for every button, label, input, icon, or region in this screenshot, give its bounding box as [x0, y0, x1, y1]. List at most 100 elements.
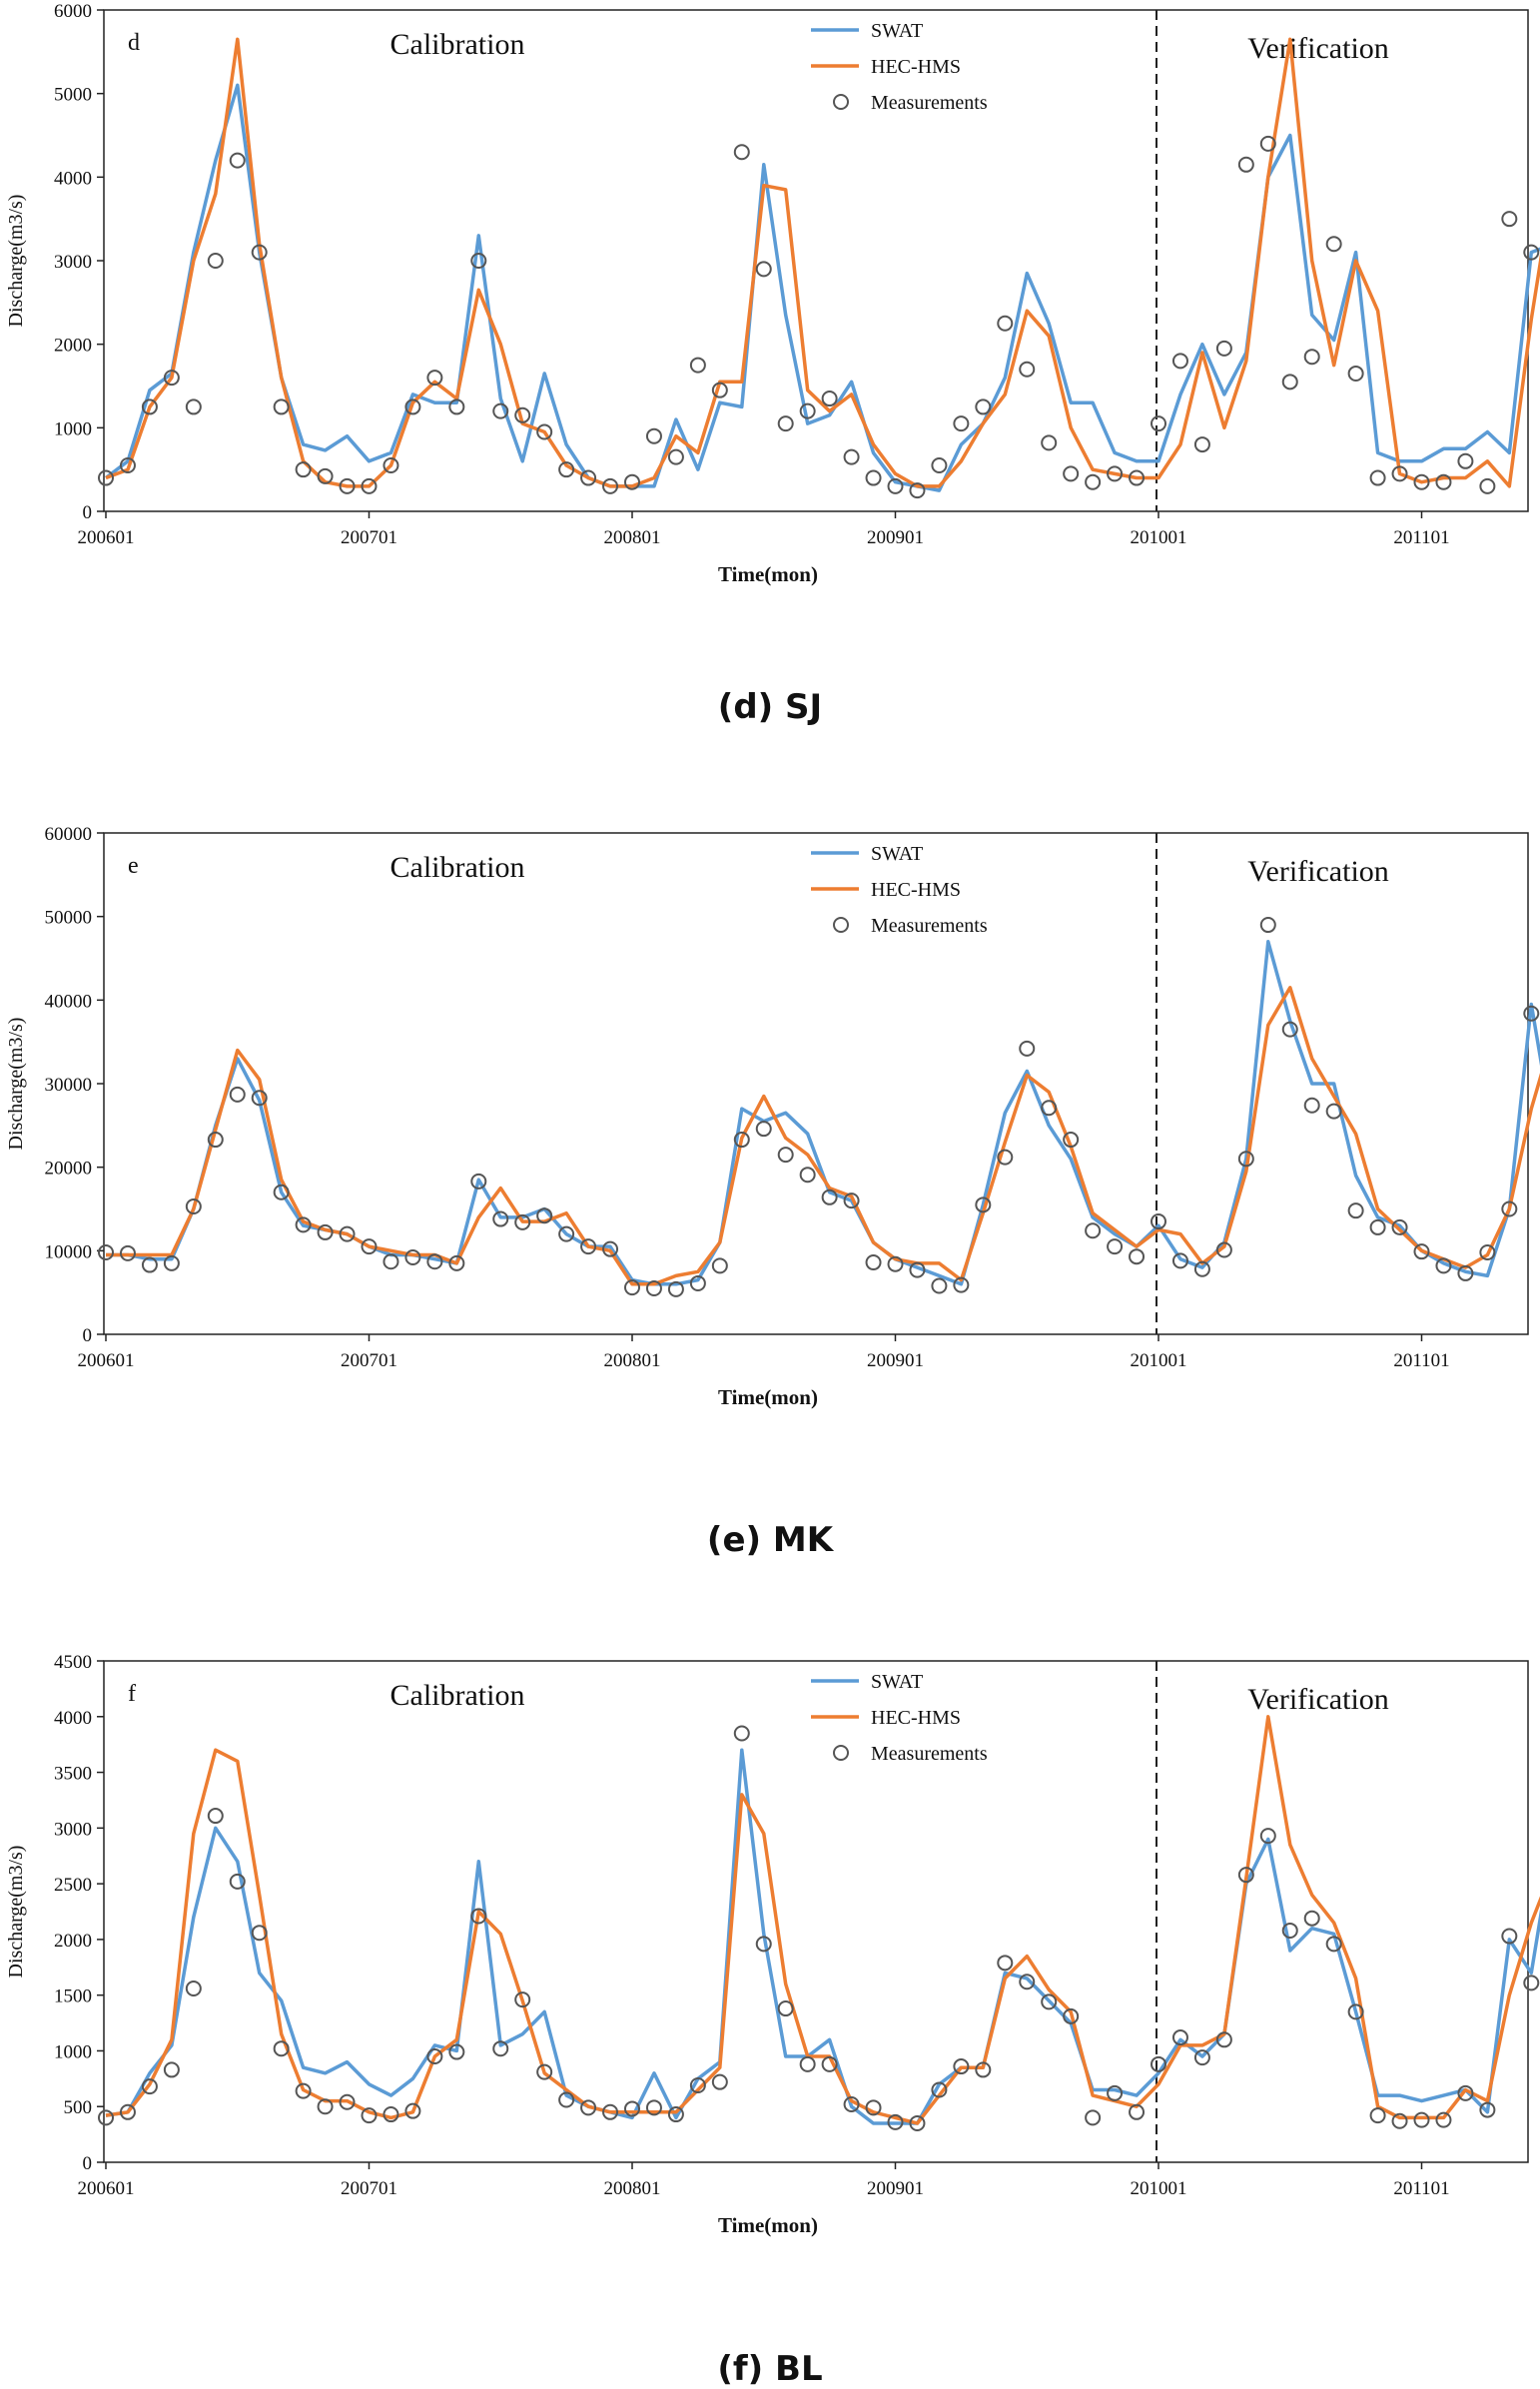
legend-hec-hms-label: HEC-HMS — [871, 1707, 961, 1729]
measurement-point — [821, 2055, 838, 2072]
x-axis-title: Time(mon) — [718, 1385, 818, 1409]
y-tick-label: 0 — [83, 2153, 93, 2174]
measurement-point — [514, 406, 531, 423]
measurement-point — [843, 448, 860, 465]
measurement-point — [1325, 236, 1342, 253]
x-tick-label: 201001 — [1131, 527, 1187, 548]
swat-series-line — [104, 83, 1540, 492]
y-tick-label: 2500 — [54, 1875, 92, 1896]
measurement-point — [1151, 415, 1166, 432]
measurement-point — [1259, 135, 1276, 152]
measurement-point — [1413, 2111, 1430, 2128]
y-tick-label: 3000 — [54, 252, 92, 273]
measurement-point — [361, 1238, 378, 1255]
measurement-point — [1171, 2029, 1188, 2046]
measurement-point — [777, 2000, 794, 2017]
measurement-point — [1215, 340, 1232, 357]
y-tick-label: 1000 — [54, 2041, 92, 2062]
measurement-point — [185, 1197, 202, 1214]
chart-f: 0 500 1000 1500 2000 2500 3000 3500 4000 4500 2006… — [5, 1652, 1540, 2237]
measurement-point — [426, 2048, 443, 2065]
measurement-point — [1347, 2003, 1364, 2020]
panel-letter: e — [128, 853, 139, 879]
chart-caption-e: (e) MK — [706, 1520, 834, 1560]
measurement-point — [624, 473, 640, 490]
measurement-point — [1129, 469, 1146, 486]
y-tick-label: 60000 — [45, 824, 93, 845]
measurement-point — [645, 2099, 662, 2116]
measurement-point — [799, 2055, 816, 2072]
plot-area-frame — [103, 9, 1529, 512]
measurement-point — [141, 1256, 158, 1273]
x-tick-label: 201001 — [1131, 1350, 1187, 1371]
measurement-point — [1347, 365, 1364, 382]
measurement-point — [1063, 2007, 1080, 2024]
measurement-point — [1193, 2049, 1210, 2066]
measurement-point — [404, 2102, 421, 2119]
measurement-point — [185, 398, 202, 415]
measurement-point — [887, 1255, 904, 1272]
measurement-point — [733, 1725, 750, 1742]
measurement-point — [1325, 1103, 1342, 1120]
measurement-point — [1303, 1097, 1320, 1114]
measurement-point — [1085, 473, 1102, 490]
measurement-point — [1019, 1040, 1036, 1057]
measurement-point — [909, 482, 926, 499]
measurement-point — [953, 2058, 970, 2075]
measurement-point — [1391, 1218, 1408, 1235]
measurement-point — [645, 1279, 662, 1296]
measurement-point — [1281, 374, 1298, 391]
measurement-point — [163, 1254, 180, 1271]
x-tick-label: 201101 — [1393, 2178, 1449, 2199]
measurement-point — [865, 469, 882, 486]
measurement-point — [383, 1253, 399, 1270]
x-tick-label: 200801 — [604, 2178, 661, 2199]
measurement-point — [711, 1257, 728, 1274]
y-tick-label: 20000 — [45, 1159, 93, 1180]
x-tick-label: 200701 — [341, 2178, 397, 2199]
legend-measurements-label: Measurements — [871, 92, 988, 114]
y-tick-label: 2000 — [54, 1931, 92, 1952]
measurement-point — [580, 2099, 597, 2116]
x-tick-label: 200901 — [867, 1350, 924, 1371]
measurement-point — [1085, 1222, 1102, 1239]
measurement-point — [667, 448, 684, 465]
measurement-point — [1369, 1218, 1386, 1235]
measurement-point — [843, 1193, 860, 1209]
measurement-point — [404, 398, 421, 415]
measurement-point — [733, 144, 750, 161]
measurement-point — [1479, 1244, 1496, 1261]
measurement-point — [997, 315, 1014, 332]
measurement-point — [1085, 2109, 1102, 2126]
chart-e: 0 10000 20000 30000 40000 50000 60000 200601 200… — [5, 824, 1540, 1409]
y-tick-label: 3000 — [54, 1819, 92, 1840]
panel-letter: f — [128, 1681, 136, 1707]
measurement-point — [1413, 1243, 1430, 1260]
measurement-point — [1107, 2084, 1124, 2101]
x-tick-label: 201101 — [1393, 527, 1449, 548]
measurement-point — [689, 1274, 706, 1291]
measurement-point — [1435, 2111, 1452, 2128]
measurement-point — [777, 415, 794, 432]
measurement-point — [492, 402, 509, 419]
measurement-point — [383, 2106, 399, 2123]
measurement-point — [931, 1277, 948, 1294]
y-tick-label: 30000 — [45, 1075, 93, 1096]
measurement-point — [536, 1207, 553, 1224]
chart-d: 0 1000 2000 3000 4000 5000 6000 200601 200701 200… — [5, 1, 1540, 586]
measurement-point — [470, 1908, 487, 1925]
measurement-point — [1523, 1975, 1540, 1991]
measurement-point — [975, 1196, 992, 1213]
measurement-point — [207, 1808, 224, 1825]
calibration-label: Calibration — [390, 1679, 525, 1712]
measurement-point — [1193, 436, 1210, 453]
y-tick-label: 1000 — [54, 418, 92, 439]
measurement-point — [98, 2109, 114, 2126]
measurement-point — [470, 1173, 487, 1190]
measurement-point — [339, 2093, 356, 2110]
measurement-point — [1281, 1021, 1298, 1038]
measurement-point — [163, 370, 180, 387]
measurement-point — [1391, 2112, 1408, 2129]
measurement-point — [317, 467, 334, 484]
measurement-point — [1019, 361, 1036, 378]
